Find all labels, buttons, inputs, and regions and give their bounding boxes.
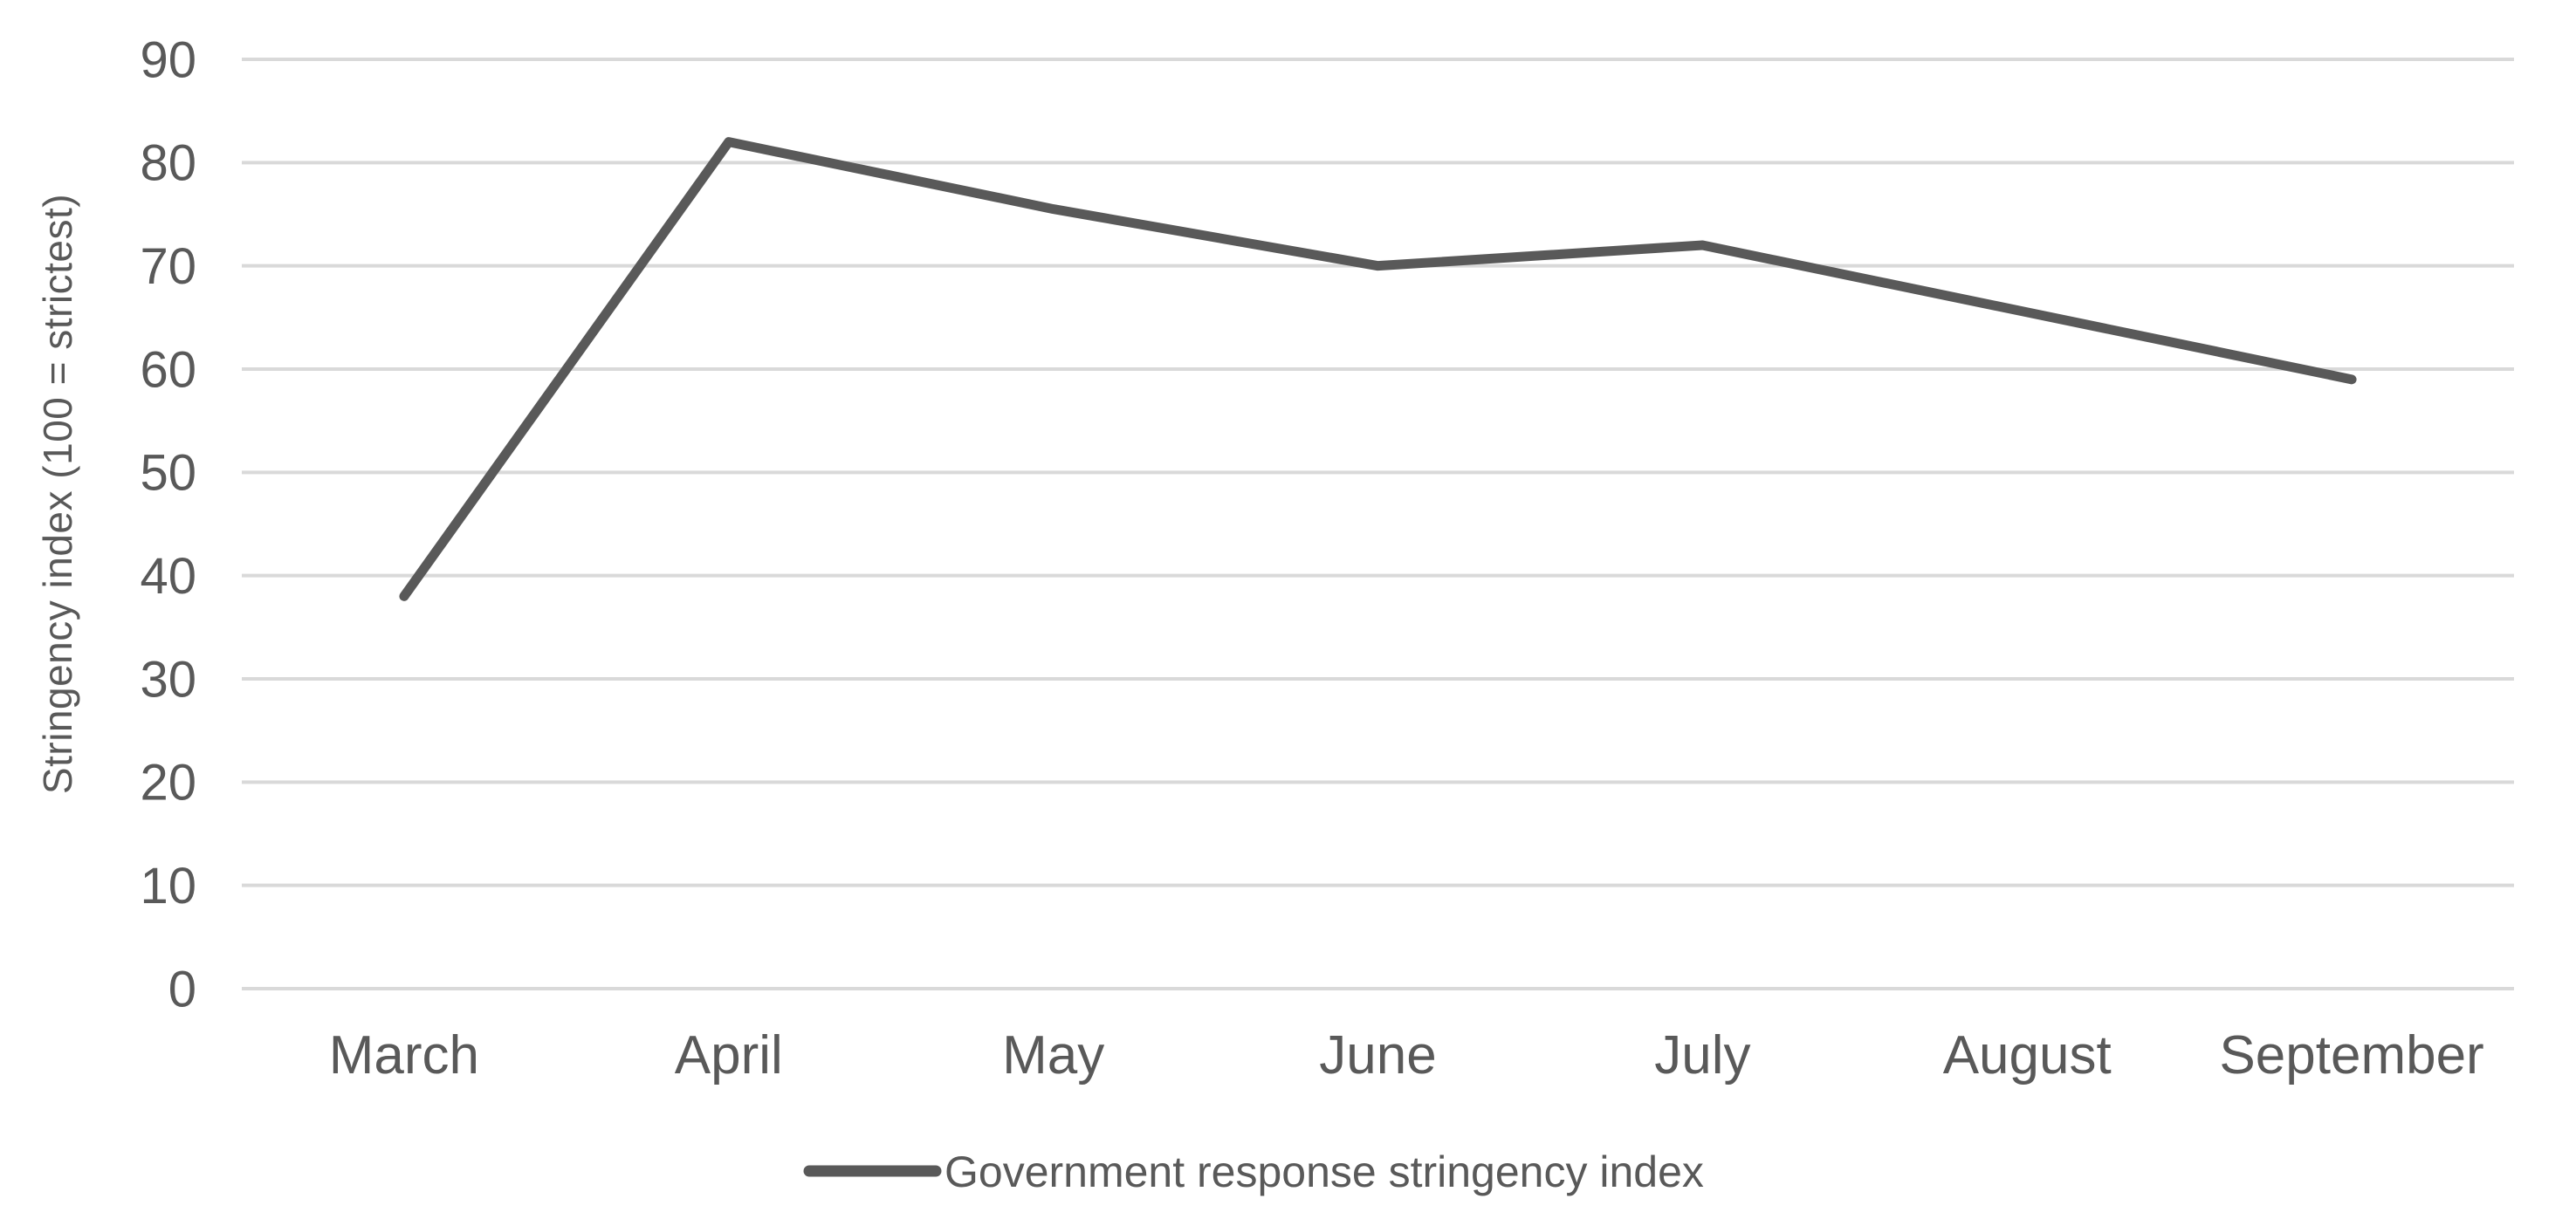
y-tick-label: 70: [140, 238, 196, 295]
y-tick-label: 60: [140, 341, 196, 398]
y-tick-label: 40: [140, 548, 196, 605]
x-category-label: May: [1002, 1025, 1104, 1086]
x-category-label: July: [1654, 1025, 1750, 1086]
legend-label: Government response stringency index: [945, 1147, 1704, 1196]
y-tick-label: 80: [140, 135, 196, 192]
legend: Government response stringency index: [803, 1147, 1704, 1196]
x-category-label: September: [2219, 1025, 2483, 1086]
y-axis-tick-labels: 0 10 20 30 40 50 60 70 80 90: [140, 31, 196, 1017]
y-tick-label: 0: [168, 961, 196, 1017]
x-category-label: March: [329, 1025, 479, 1086]
y-axis-title: Stringency index (100 = strictest): [35, 194, 80, 794]
x-category-label: June: [1319, 1025, 1436, 1086]
series-line-group: [399, 137, 2357, 601]
y-tick-label: 30: [140, 651, 196, 708]
x-axis-category-labels: March April May June July August September: [329, 1025, 2484, 1086]
y-tick-label: 10: [140, 858, 196, 914]
y-tick-label: 90: [140, 31, 196, 88]
gridlines-group: [242, 58, 2514, 990]
x-category-label: August: [1943, 1025, 2112, 1086]
y-tick-label: 50: [140, 445, 196, 502]
x-category-label: April: [675, 1025, 783, 1086]
stringency-index-line: [399, 137, 2357, 601]
y-tick-label: 20: [140, 755, 196, 812]
